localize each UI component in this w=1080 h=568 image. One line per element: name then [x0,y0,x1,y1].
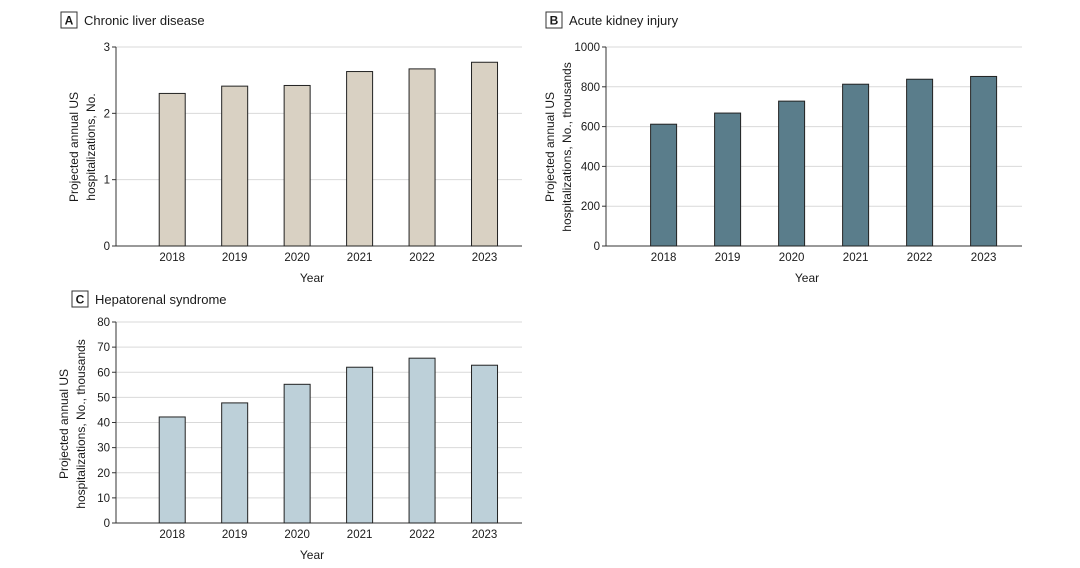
bar-2023 [471,61,499,247]
y-tick-label: 30 [97,443,110,455]
x-tick-label-2019: 2019 [222,252,248,264]
y-axis-title-line-2: hospitalizations, No. [84,93,98,200]
x-tick-label-2020: 2020 [284,252,310,264]
panel-a: 0 1 2 3 2018 2019 2020 2021 2022 2023 Year Projecte… [60,11,522,285]
y-tick-label: 400 [581,161,600,173]
panel-letter: C [76,293,85,307]
x-tick-label-2021: 2021 [347,252,373,264]
bar-2021 [346,71,374,247]
bar-2018 [158,416,186,524]
x-tick-label-2021: 2021 [347,529,373,541]
y-tick-label: 0 [594,241,600,253]
bar-2018 [650,123,678,247]
panel-letter-box [60,11,78,29]
bar-2022 [408,357,436,524]
x-tick-label-2023: 2023 [472,529,498,541]
bar-2023 [970,75,998,247]
y-tick-label: 3 [104,42,110,54]
y-axis-title-line-2: hospitalizations, No., thousands [560,62,574,231]
y-tick-label: 1000 [574,42,600,54]
bar-2019 [714,112,742,247]
x-tick-label-2023: 2023 [971,252,997,264]
x-tick-label-2018: 2018 [159,252,185,264]
bar-2020 [778,100,806,247]
bar-2020 [283,84,311,247]
y-tick-label: 20 [97,468,110,480]
panel-letter-box [71,290,89,308]
x-tick-label-2018: 2018 [651,252,677,264]
x-axis-title: Year [300,271,324,285]
panel-letter-box [545,11,563,29]
x-tick-label-2018: 2018 [159,529,185,541]
y-tick-label: 10 [97,493,110,505]
bar-2022 [408,68,436,247]
bar-2021 [842,83,870,247]
panel-letter: B [550,14,559,28]
bar-2019 [221,85,249,247]
x-tick-label-2022: 2022 [409,529,435,541]
x-tick-label-2019: 2019 [715,252,741,264]
y-tick-label: 80 [97,317,110,329]
x-axis-title: Year [795,271,819,285]
bar-2023 [471,364,499,524]
bar-2019 [221,402,249,524]
panel-title: Hepatorenal syndrome [95,292,227,307]
y-tick-label: 2 [104,108,110,120]
x-tick-label-2022: 2022 [409,252,435,264]
y-axis-title-line-2: hospitalizations, No., thousands [74,339,88,508]
y-tick-label: 1 [104,175,110,187]
y-axis-title-line-1: Projected annual US [543,92,557,202]
bar-2022 [906,78,934,247]
x-axis-title: Year [300,548,324,562]
x-tick-label-2022: 2022 [907,252,933,264]
y-tick-label: 70 [97,342,110,354]
bar-2018 [158,92,186,247]
x-tick-label-2020: 2020 [284,529,310,541]
y-tick-label: 800 [581,82,600,94]
y-tick-label: 600 [581,122,600,134]
panel-title: Acute kidney injury [569,13,679,28]
x-tick-label-2019: 2019 [222,529,248,541]
panel-letter: A [65,14,74,28]
y-tick-label: 60 [97,367,110,379]
bar-2020 [283,383,311,524]
y-axis-title-line-1: Projected annual US [57,369,71,479]
y-tick-label: 50 [97,392,110,404]
y-tick-label: 200 [581,201,600,213]
panel-title: Chronic liver disease [84,13,205,28]
x-tick-label-2020: 2020 [779,252,805,264]
x-tick-label-2023: 2023 [472,252,498,264]
bar-2021 [346,366,374,524]
y-tick-label: 40 [97,418,110,430]
panel-b: 0 200 400 600 800 1000 2018 2019 2020 2021 2022 202… [543,11,1022,285]
y-tick-label: 0 [104,241,110,253]
y-tick-label: 0 [104,518,110,530]
y-axis-title-line-1: Projected annual US [67,92,81,202]
panel-c: 0 10 20 30 40 50 60 70 80 2018 2019 2020 2021 2022 202… [57,290,522,562]
x-tick-label-2021: 2021 [843,252,869,264]
